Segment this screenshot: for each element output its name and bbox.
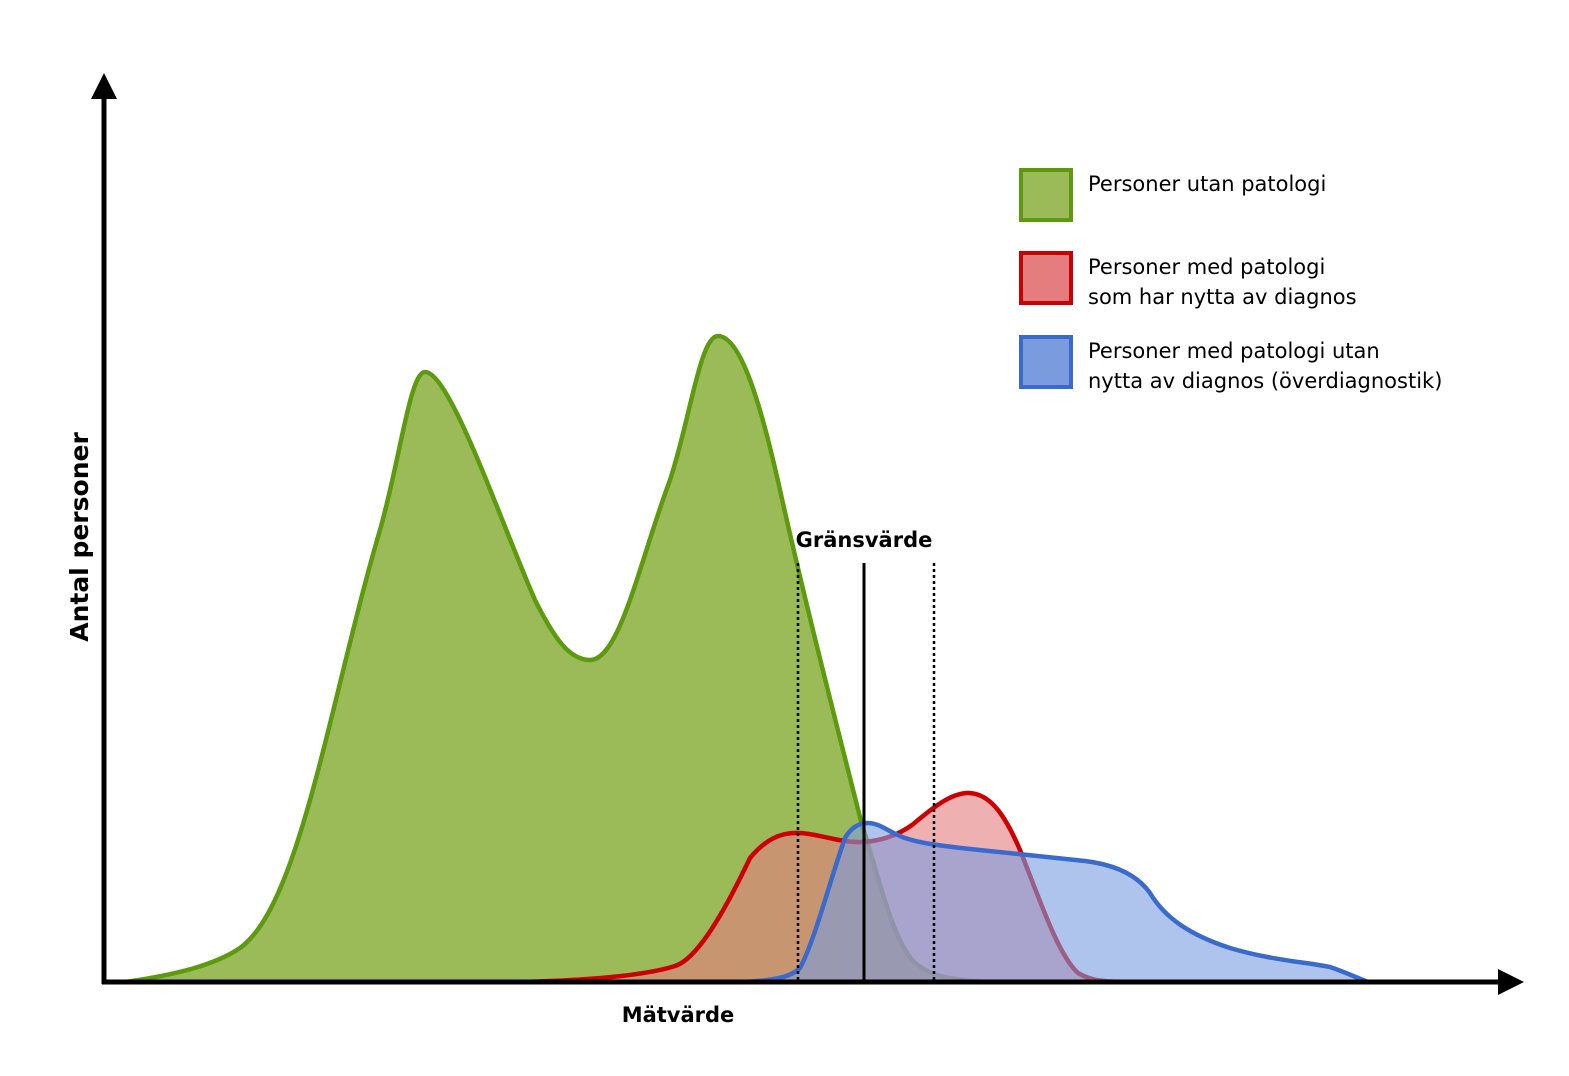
legend-label-line: Personer utan patologi: [1088, 172, 1326, 196]
y-axis-arrowhead: [91, 73, 117, 99]
threshold-label: Gränsvärde: [796, 528, 933, 552]
legend-label-healthy: Personer utan patologi: [1088, 172, 1326, 196]
legend-label-line: som har nytta av diagnos: [1088, 285, 1357, 309]
legend-swatch-benefit: [1019, 251, 1073, 305]
legend-item-benefit: Personer med patologi som har nytta av d…: [1019, 251, 1357, 309]
legend: Personer utan patologi Personer med pato…: [1019, 168, 1442, 393]
legend-swatch-healthy: [1019, 168, 1073, 222]
y-axis-label: Antal personer: [65, 432, 94, 642]
legend-item-overdiagnosis: Personer med patologi utan nytta av diag…: [1019, 335, 1442, 393]
legend-label-benefit: Personer med patologi som har nytta av d…: [1088, 255, 1357, 309]
healthy-distribution-area: [122, 333, 993, 985]
legend-item-healthy: Personer utan patologi: [1019, 168, 1326, 222]
legend-swatch-overdiagnosis: [1019, 335, 1073, 389]
legend-label-overdiagnosis: Personer med patologi utan nytta av diag…: [1088, 339, 1442, 393]
x-axis-arrowhead: [1498, 969, 1524, 995]
x-axis-label: Mätvärde: [622, 1003, 735, 1027]
legend-label-line: Personer med patologi utan: [1088, 339, 1380, 363]
legend-label-line: Personer med patologi: [1088, 255, 1325, 279]
legend-label-line: nytta av diagnos (överdiagnostik): [1088, 369, 1442, 393]
overdiagnosis-distribution-area: [737, 820, 1371, 985]
